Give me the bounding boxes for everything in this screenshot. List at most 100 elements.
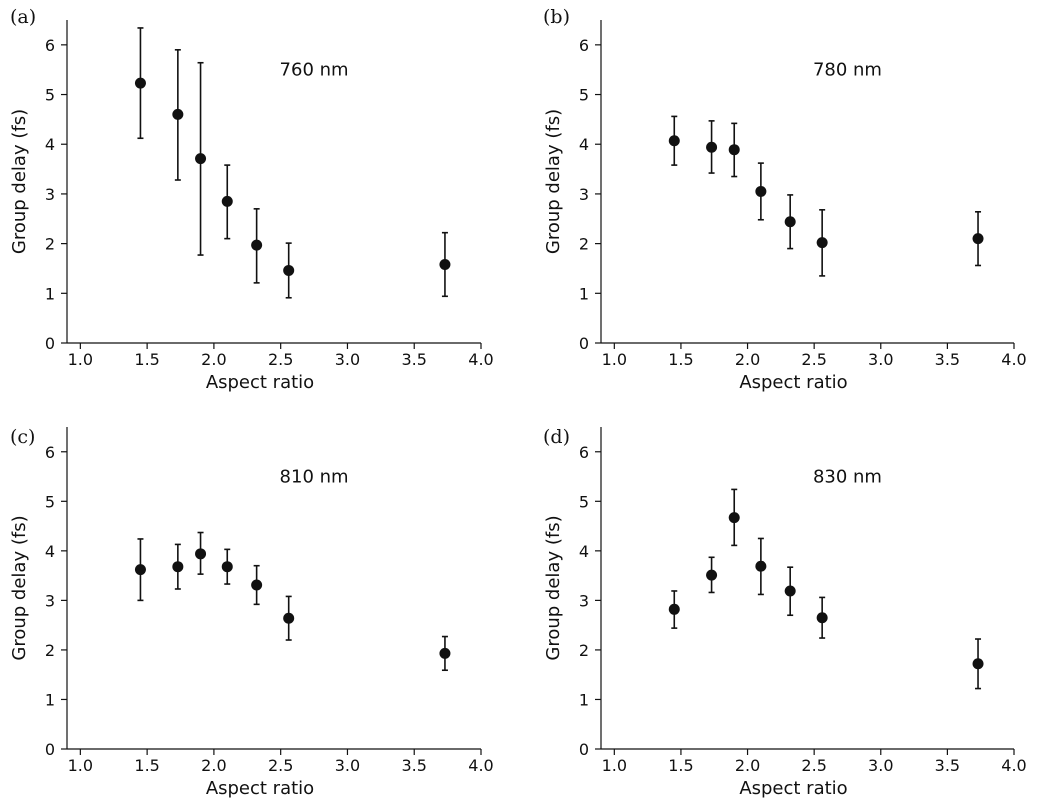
y-tick-label: 2 bbox=[45, 235, 55, 254]
panel-label: (b) bbox=[543, 6, 570, 28]
y-tick-label: 3 bbox=[579, 185, 589, 204]
x-axis-title: Aspect ratio bbox=[206, 372, 314, 393]
y-tick-label: 1 bbox=[579, 284, 589, 303]
data-point bbox=[134, 564, 146, 576]
x-tick-label: 4.0 bbox=[1001, 756, 1026, 775]
x-tick-label: 3.0 bbox=[335, 350, 360, 369]
x-tick-label: 3.5 bbox=[401, 350, 426, 369]
x-tick-label: 2.0 bbox=[201, 350, 226, 369]
x-tick-label: 3.5 bbox=[935, 350, 960, 369]
x-tick-label: 2.5 bbox=[801, 756, 826, 775]
x-tick-label: 1.0 bbox=[602, 350, 627, 369]
data-point bbox=[816, 237, 828, 249]
y-axis-title: Group delay (fs) bbox=[9, 515, 30, 660]
x-tick-label: 2.5 bbox=[268, 756, 293, 775]
data-point bbox=[755, 185, 767, 197]
y-tick-label: 2 bbox=[579, 641, 589, 660]
x-tick-label: 3.0 bbox=[868, 350, 893, 369]
y-tick-label: 0 bbox=[579, 334, 589, 353]
x-tick-label: 1.0 bbox=[68, 350, 93, 369]
x-tick-label: 3.0 bbox=[335, 756, 360, 775]
y-tick-label: 1 bbox=[579, 690, 589, 709]
y-tick-label: 6 bbox=[45, 443, 55, 462]
data-point bbox=[172, 561, 184, 573]
x-tick-label: 1.5 bbox=[134, 756, 159, 775]
wavelength-annotation: 760 nm bbox=[280, 60, 349, 81]
y-tick-label: 4 bbox=[579, 135, 589, 154]
x-tick-label: 1.5 bbox=[668, 756, 693, 775]
y-tick-label: 0 bbox=[45, 334, 55, 353]
y-tick-label: 2 bbox=[45, 641, 55, 660]
x-tick-label: 1.5 bbox=[134, 350, 159, 369]
x-tick-label: 1.0 bbox=[68, 756, 93, 775]
x-tick-label: 2.5 bbox=[801, 350, 826, 369]
x-tick-label: 4.0 bbox=[468, 350, 493, 369]
panel-label: (a) bbox=[10, 6, 36, 28]
x-tick-label: 2.5 bbox=[268, 350, 293, 369]
y-tick-label: 5 bbox=[45, 86, 55, 105]
x-tick-label: 4.0 bbox=[468, 756, 493, 775]
data-point bbox=[221, 195, 233, 207]
data-point bbox=[972, 233, 984, 245]
y-tick-label: 0 bbox=[45, 740, 55, 759]
y-axis-title: Group delay (fs) bbox=[543, 515, 564, 660]
y-tick-label: 3 bbox=[45, 591, 55, 610]
y-tick-label: 3 bbox=[45, 185, 55, 204]
data-point bbox=[784, 585, 796, 597]
wavelength-annotation: 810 nm bbox=[280, 466, 349, 487]
data-point bbox=[439, 647, 451, 659]
y-tick-label: 5 bbox=[579, 86, 589, 105]
y-tick-label: 6 bbox=[579, 36, 589, 55]
y-tick-label: 4 bbox=[45, 542, 55, 561]
data-point bbox=[668, 135, 680, 147]
data-point bbox=[251, 239, 263, 251]
panel-label: (c) bbox=[10, 426, 35, 448]
y-tick-label: 1 bbox=[45, 690, 55, 709]
y-tick-label: 2 bbox=[579, 235, 589, 254]
x-axis-title: Aspect ratio bbox=[739, 372, 847, 393]
y-tick-label: 4 bbox=[45, 135, 55, 154]
data-point bbox=[221, 561, 233, 573]
data-point bbox=[972, 658, 984, 670]
data-point bbox=[195, 153, 207, 165]
panel-label: (d) bbox=[543, 426, 570, 448]
y-tick-label: 4 bbox=[579, 542, 589, 561]
x-tick-label: 2.0 bbox=[735, 350, 760, 369]
data-point bbox=[728, 144, 740, 156]
data-point bbox=[134, 77, 146, 89]
x-tick-label: 2.0 bbox=[735, 756, 760, 775]
data-point bbox=[283, 612, 295, 624]
y-tick-label: 6 bbox=[45, 36, 55, 55]
x-tick-label: 2.0 bbox=[201, 756, 226, 775]
y-axis-title: Group delay (fs) bbox=[543, 109, 564, 254]
x-axis-title: Aspect ratio bbox=[739, 778, 847, 799]
data-point bbox=[439, 258, 451, 270]
x-tick-label: 1.0 bbox=[602, 756, 627, 775]
y-tick-label: 1 bbox=[45, 284, 55, 303]
y-tick-label: 5 bbox=[45, 492, 55, 511]
wavelength-annotation: 830 nm bbox=[813, 466, 882, 487]
wavelength-annotation: 780 nm bbox=[813, 60, 882, 81]
x-tick-label: 3.5 bbox=[935, 756, 960, 775]
data-point bbox=[668, 603, 680, 615]
data-point bbox=[251, 579, 263, 591]
chart-panel-d: 1.0 1.5 2.0 2.5 3.0 3.5 4.0 0 1 2 3 4 5 6 Aspect ratio… bbox=[543, 426, 1027, 799]
data-point bbox=[755, 560, 767, 572]
y-tick-label: 6 bbox=[579, 443, 589, 462]
x-tick-label: 3.5 bbox=[401, 756, 426, 775]
data-point bbox=[816, 612, 828, 624]
data-point bbox=[195, 548, 207, 560]
data-point bbox=[728, 512, 740, 524]
data-point bbox=[172, 108, 184, 120]
y-tick-label: 0 bbox=[579, 740, 589, 759]
y-tick-label: 5 bbox=[579, 492, 589, 511]
chart-panel-a: 1.0 1.5 2.0 2.5 3.0 3.5 4.0 0 1 2 3 4 5 6 Aspect ratio… bbox=[9, 6, 494, 393]
y-axis-title: Group delay (fs) bbox=[9, 109, 30, 254]
data-point bbox=[706, 141, 718, 153]
data-point bbox=[784, 216, 796, 228]
chart-panel-c: 1.0 1.5 2.0 2.5 3.0 3.5 4.0 0 1 2 3 4 5 6 Aspect ratio… bbox=[9, 426, 494, 799]
x-tick-label: 1.5 bbox=[668, 350, 693, 369]
x-tick-label: 4.0 bbox=[1001, 350, 1026, 369]
x-tick-label: 3.0 bbox=[868, 756, 893, 775]
